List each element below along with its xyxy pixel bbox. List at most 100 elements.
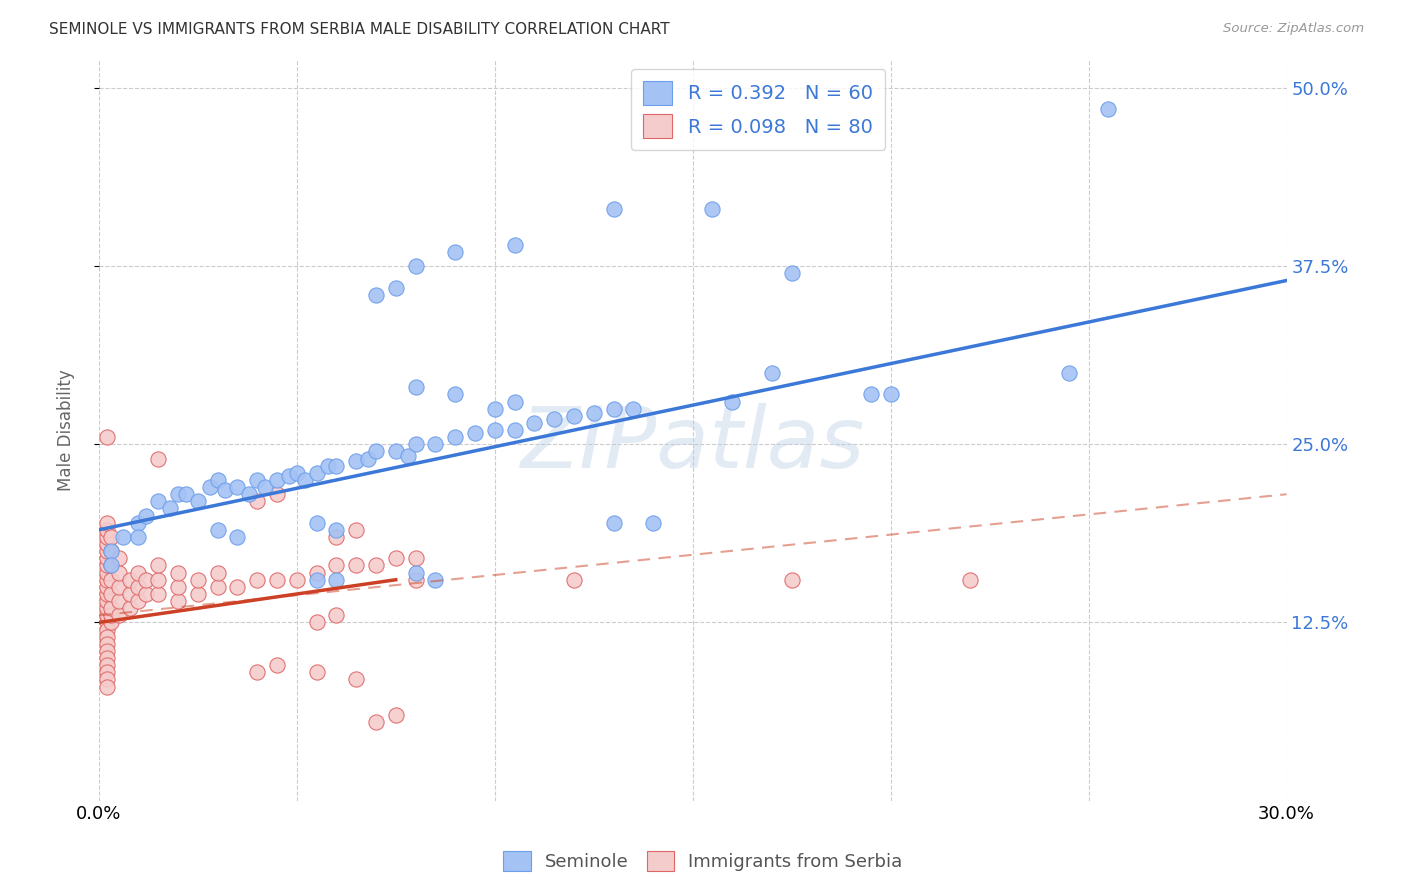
Point [96, 530, 118, 544]
Point [96, 665, 118, 680]
Point [96, 680, 118, 694]
Point [187, 573, 209, 587]
Point [96, 523, 118, 537]
Point [159, 501, 181, 516]
Point [285, 466, 308, 480]
Point [107, 551, 129, 566]
Point [127, 594, 149, 608]
Point [127, 580, 149, 594]
Point [277, 468, 299, 483]
Point [167, 487, 190, 501]
Point [120, 601, 142, 615]
Point [444, 387, 467, 401]
Point [226, 480, 249, 494]
Point [100, 558, 122, 573]
Point [325, 608, 347, 623]
Point [96, 644, 118, 658]
Point [148, 573, 170, 587]
Point [100, 544, 122, 558]
Point [120, 573, 142, 587]
Point [305, 516, 328, 530]
Point [405, 437, 427, 451]
Point [582, 406, 605, 420]
Point [96, 558, 118, 573]
Point [96, 580, 118, 594]
Point [879, 387, 901, 401]
Point [405, 259, 427, 273]
Point [344, 558, 367, 573]
Point [1057, 366, 1080, 380]
Point [96, 587, 118, 601]
Point [100, 530, 122, 544]
Point [226, 580, 249, 594]
Point [444, 244, 467, 259]
Point [384, 280, 406, 294]
Point [96, 551, 118, 566]
Point [325, 558, 347, 573]
Point [859, 387, 882, 401]
Point [484, 423, 506, 437]
Point [364, 287, 387, 301]
Point [96, 658, 118, 673]
Point [238, 487, 260, 501]
Point [543, 411, 565, 425]
Point [107, 566, 129, 580]
Point [318, 458, 340, 473]
Point [107, 608, 129, 623]
Point [167, 594, 190, 608]
Point [127, 566, 149, 580]
Point [266, 573, 288, 587]
Text: ZIPatlas: ZIPatlas [520, 403, 865, 486]
Point [246, 473, 269, 487]
Point [325, 458, 347, 473]
Point [602, 516, 624, 530]
Point [325, 573, 347, 587]
Point [364, 715, 387, 730]
Point [503, 394, 526, 409]
Point [135, 587, 157, 601]
Point [325, 530, 347, 544]
Point [148, 558, 170, 573]
Point [621, 401, 644, 416]
Point [425, 573, 447, 587]
Point [266, 658, 288, 673]
Point [702, 202, 724, 217]
Point [111, 530, 134, 544]
Point [96, 516, 118, 530]
Point [96, 651, 118, 665]
Point [562, 409, 585, 423]
Legend: R = 0.392   N = 60, R = 0.098   N = 80: R = 0.392 N = 60, R = 0.098 N = 80 [631, 70, 884, 150]
Point [167, 566, 190, 580]
Point [405, 566, 427, 580]
Point [384, 444, 406, 458]
Point [127, 530, 149, 544]
Point [503, 423, 526, 437]
Point [761, 366, 783, 380]
Point [254, 480, 277, 494]
Point [100, 608, 122, 623]
Point [425, 437, 447, 451]
Point [100, 615, 122, 630]
Point [127, 516, 149, 530]
Point [344, 673, 367, 687]
Point [523, 416, 546, 430]
Point [100, 587, 122, 601]
Point [780, 266, 803, 280]
Point [100, 573, 122, 587]
Point [96, 630, 118, 644]
Point [148, 494, 170, 508]
Point [305, 573, 328, 587]
Point [643, 516, 665, 530]
Point [135, 508, 157, 523]
Point [305, 615, 328, 630]
Point [214, 483, 236, 497]
Legend: Seminole, Immigrants from Serbia: Seminole, Immigrants from Serbia [496, 844, 910, 879]
Text: SEMINOLE VS IMMIGRANTS FROM SERBIA MALE DISABILITY CORRELATION CHART: SEMINOLE VS IMMIGRANTS FROM SERBIA MALE … [49, 22, 669, 37]
Point [100, 601, 122, 615]
Point [187, 494, 209, 508]
Point [100, 544, 122, 558]
Point [959, 573, 981, 587]
Point [305, 466, 328, 480]
Point [357, 451, 380, 466]
Point [96, 573, 118, 587]
